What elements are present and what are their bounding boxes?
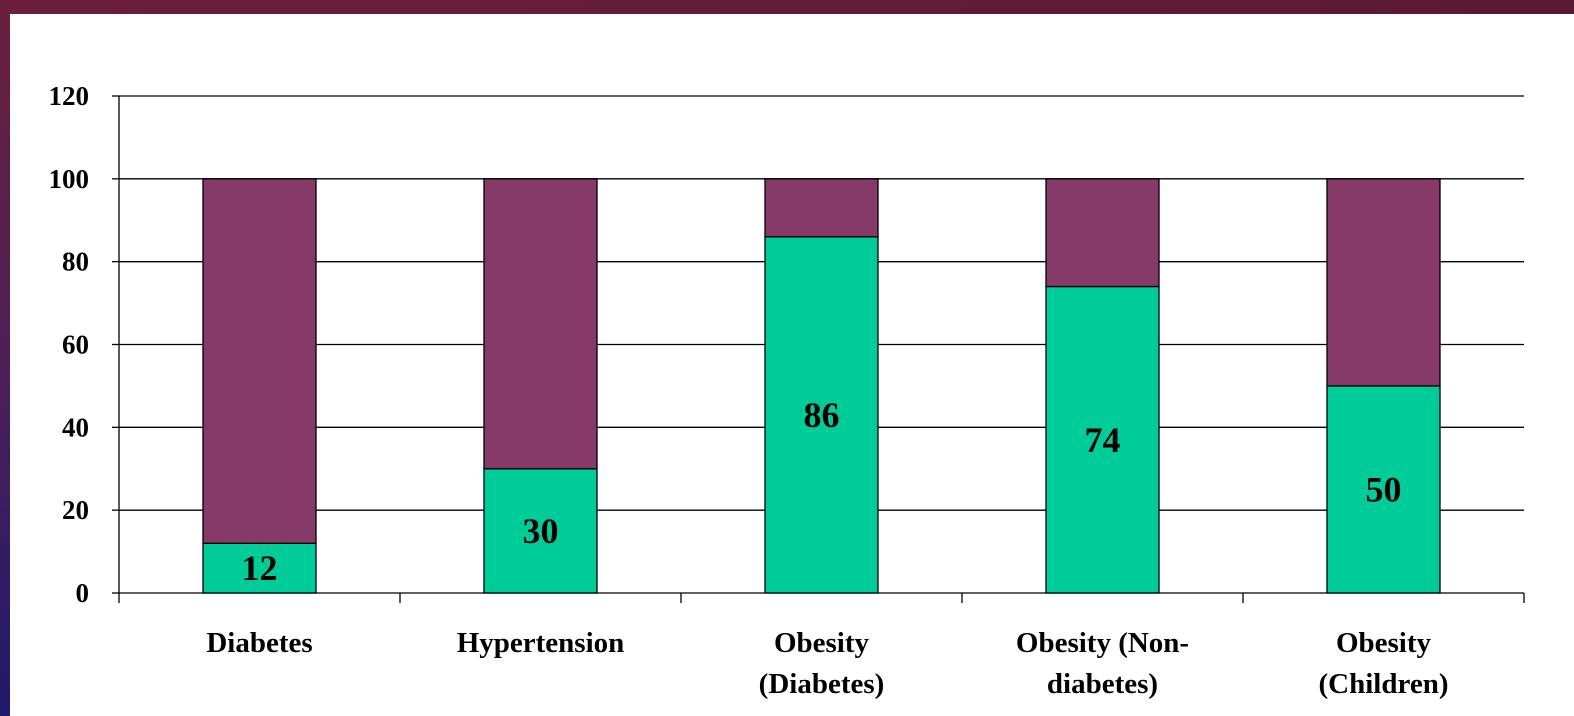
bar-segment-remainder <box>202 178 317 544</box>
y-tick-label: 40 <box>62 412 89 442</box>
y-tick-label: 60 <box>62 330 89 360</box>
x-category-label-line: diabetes) <box>1047 668 1158 700</box>
bar-segment-value <box>202 542 317 594</box>
bar-data-label: 30 <box>523 511 559 551</box>
x-category-label-line: Obesity <box>774 627 870 659</box>
x-category-label-line: Obesity (Non- <box>1016 627 1189 659</box>
x-category-label-line: Hypertension <box>457 627 625 659</box>
x-category-label-line: Obesity <box>1336 627 1432 659</box>
bar-segment-value <box>764 236 879 594</box>
x-category-label: Diabetes <box>206 627 312 659</box>
x-category-label-line: (Children) <box>1319 668 1449 700</box>
y-tick-label: 0 <box>76 578 90 608</box>
bar-data-label: 12 <box>242 548 278 588</box>
y-tick-label: 120 <box>49 81 90 111</box>
x-category-label: Obesity (Non-diabetes) <box>1016 627 1189 700</box>
bar-segment-value <box>1045 285 1160 594</box>
bar-segment-remainder <box>764 178 879 238</box>
y-tick-label: 80 <box>62 247 89 277</box>
bar-segment-remainder <box>1326 178 1441 387</box>
bar-segment-value <box>483 468 598 594</box>
bars <box>202 178 1441 594</box>
labels: 12 Diabetes 30 Hypertension 86 Obesity (Diabet… <box>206 395 1448 700</box>
x-category-label: Hypertension <box>457 627 625 659</box>
y-tick-label: 100 <box>49 164 90 194</box>
x-category-label-line: (Diabetes) <box>759 668 885 700</box>
bar-data-label: 74 <box>1085 420 1121 460</box>
bar-data-label: 50 <box>1366 469 1402 509</box>
bar-data-label: 86 <box>804 395 840 435</box>
x-category-label: Obesity (Diabetes) <box>759 627 885 700</box>
bar-segment-value <box>1326 385 1441 594</box>
bar-segment-remainder <box>483 178 598 470</box>
x-category-label-line: Diabetes <box>206 627 312 659</box>
x-category-label: Obesity (Children) <box>1319 627 1449 700</box>
y-tick-label: 20 <box>62 495 89 525</box>
slide-top-band <box>0 0 1574 14</box>
bar-segment-remainder <box>1045 178 1160 288</box>
